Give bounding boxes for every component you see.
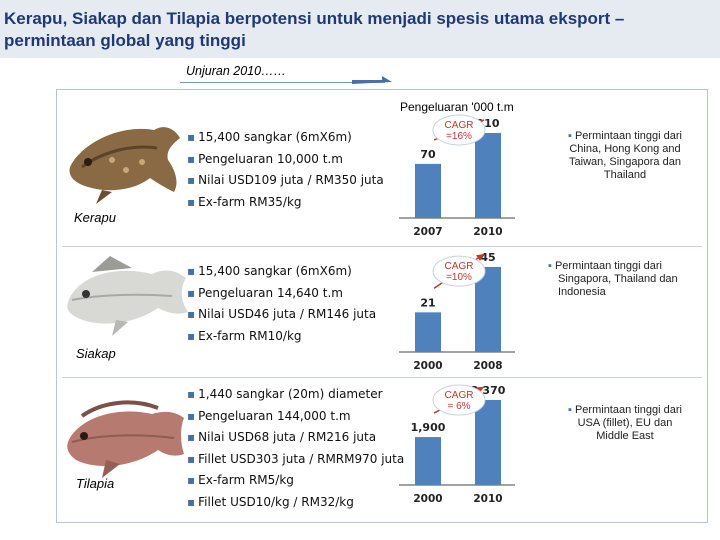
category-label: 2000 xyxy=(413,360,442,372)
note-line: Permintaan tinggi dari xyxy=(554,260,662,272)
chart-bar xyxy=(475,133,501,218)
kerapu-facts-list: 15,400 sangkar (6mX6m) Pengeluaran 10,00… xyxy=(187,127,384,213)
siakap-facts-list: 15,400 sangkar (6mX6m) Pengeluaran 14,64… xyxy=(187,261,376,347)
cagr-label: CAGR xyxy=(445,261,474,272)
section-divider xyxy=(62,246,702,247)
demand-note-kerapu: ▪ Permintaan tinggi dari China, Hong Kon… xyxy=(550,130,700,182)
demand-note-tilapia: ▪ Permintaan tinggi dari USA (fillet), E… xyxy=(550,404,700,443)
siakap-fish-image xyxy=(67,256,188,336)
chart-header: Pengeluaran '000 t.m xyxy=(400,100,514,114)
list-item: Nilai USD46 juta / RM146 juta xyxy=(187,304,376,326)
projection-arrow-line xyxy=(180,82,385,83)
category-label: 2010 xyxy=(473,226,502,238)
demand-note-siakap: ▪ Permintaan tinggi dari Singapora, Thai… xyxy=(548,260,700,299)
list-item: Pengeluaran 14,640 t.m xyxy=(187,283,376,305)
projection-label: Unjuran 2010…… xyxy=(186,64,287,78)
list-item: Nilai USD109 juta / RM350 juta xyxy=(187,170,384,192)
category-label: 2008 xyxy=(473,360,502,372)
note-line: China, Hong Kong and xyxy=(569,143,681,155)
list-item: Fillet USD303 juta / RMRM970 juta xyxy=(187,449,404,471)
page-title: Kerapu, Siakap dan Tilapia berpotensi un… xyxy=(4,9,625,50)
list-item: Ex-farm RM10/kg xyxy=(187,326,376,348)
chart-tilapia: 1,900 2000 3,370 2010 CAGR = 6% xyxy=(395,384,535,515)
chart-siakap: 21 2000 45 2008 CAGR =10% xyxy=(395,251,535,378)
cagr-label: =10% xyxy=(446,272,472,283)
note-line: Indonesia xyxy=(558,286,606,298)
list-item: 15,400 sangkar (6mX6m) xyxy=(187,261,376,283)
note-line: Permintaan tinggi dari xyxy=(574,130,682,142)
tilapia-fish-image xyxy=(67,400,184,478)
chart-bar xyxy=(475,400,501,485)
note-line: Middle East xyxy=(596,430,654,442)
fish-label-kerapu: Kerapu xyxy=(74,210,116,225)
bar-value-label: 1,900 xyxy=(411,421,446,434)
cagr-label: =16% xyxy=(446,131,472,142)
list-item: Ex-farm RM5/kg xyxy=(187,470,404,492)
cagr-bubble xyxy=(432,384,486,416)
list-item: Nilai USD68 juta / RM216 juta xyxy=(187,427,404,449)
fish-label-tilapia: Tilapia xyxy=(76,476,115,491)
bar-value-label: 70 xyxy=(420,148,436,161)
cagr-label: CAGR xyxy=(445,390,474,401)
tilapia-facts-list: 1,440 sangkar (20m) diameter Pengeluaran… xyxy=(187,384,404,513)
bar-value-label: 45 xyxy=(480,251,495,264)
category-label: 2007 xyxy=(413,226,442,238)
title-band xyxy=(0,0,720,58)
note-line: Singapora, Thailand dan xyxy=(558,273,678,285)
cagr-bubble xyxy=(432,255,486,287)
chart-bar xyxy=(415,312,441,352)
list-item: Pengeluaran 10,000 t.m xyxy=(187,149,384,171)
section-divider xyxy=(62,377,702,378)
list-item: Fillet USD10/kg / RM32/kg xyxy=(187,492,404,514)
kerapu-fish-image xyxy=(69,127,180,204)
chart-bar xyxy=(475,267,501,352)
cagr-label: CAGR xyxy=(445,120,474,131)
list-item: Ex-farm RM35/kg xyxy=(187,192,384,214)
cagr-bubble xyxy=(432,114,486,146)
cagr-arrow-head xyxy=(476,254,484,261)
note-line: Permintaan tinggi dari xyxy=(574,404,682,416)
note-line: Taiwan, Singapora dan xyxy=(569,156,681,168)
chart-bar xyxy=(415,437,441,485)
chart-kerapu: 70 2007 110 2010 CAGR =16% xyxy=(395,114,535,244)
list-item: Pengeluaran 144,000 t.m xyxy=(187,406,404,428)
category-label: 2000 xyxy=(413,493,442,505)
bar-value-label: 21 xyxy=(420,296,435,309)
category-label: 2010 xyxy=(473,493,502,505)
list-item: 1,440 sangkar (20m) diameter xyxy=(187,384,404,406)
note-line: USA (fillet), EU dan xyxy=(577,417,673,429)
cagr-label: = 6% xyxy=(447,401,470,412)
cagr-arrow-head xyxy=(476,387,484,394)
note-line: Thailand xyxy=(603,169,647,181)
list-item: 15,400 sangkar (6mX6m) xyxy=(187,127,384,149)
projection-arrow-icon xyxy=(352,76,392,84)
chart-bar xyxy=(415,163,441,218)
fish-label-siakap: Siakap xyxy=(76,346,116,361)
